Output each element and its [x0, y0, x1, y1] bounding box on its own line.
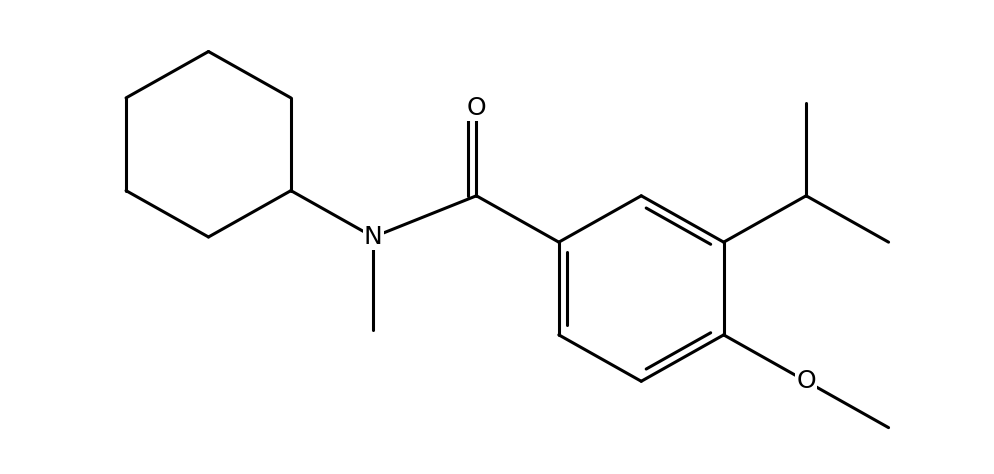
Text: O: O — [796, 369, 816, 393]
Text: O: O — [466, 96, 486, 120]
Text: N: N — [364, 225, 383, 249]
